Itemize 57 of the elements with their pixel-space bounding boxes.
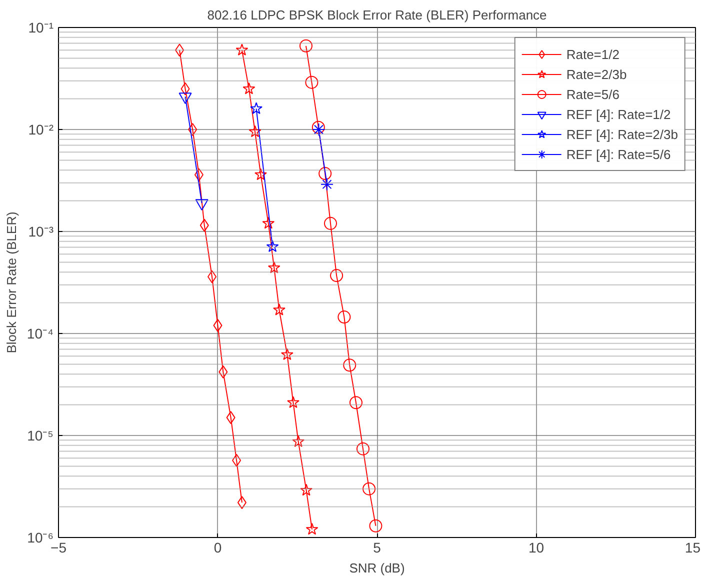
- y-tick-label: 10⁻²: [28, 122, 54, 138]
- legend-label: REF [4]: Rate=1/2: [566, 106, 671, 122]
- x-tick-label: 10: [528, 540, 544, 556]
- point: [306, 522, 318, 535]
- point: [349, 396, 362, 410]
- legend-label: Rate=5/6: [566, 86, 620, 102]
- point: [236, 44, 248, 56]
- x-tick-label: 5: [373, 540, 382, 556]
- point: [266, 240, 279, 252]
- point: [250, 102, 262, 114]
- legend-label: REF [4]: Rate=2/3b: [566, 126, 678, 142]
- y-axis-title: Block Error Rate (BLER): [4, 212, 19, 354]
- point: [268, 261, 280, 274]
- point: [180, 82, 190, 96]
- point: [237, 496, 246, 510]
- point: [305, 76, 318, 89]
- legend-label: Rate=2/3b: [566, 66, 627, 82]
- x-axis-title: SNR (dB): [349, 560, 405, 576]
- point: [175, 44, 184, 57]
- point: [287, 396, 300, 408]
- x-tick-label: 15: [684, 540, 701, 556]
- point: [280, 348, 294, 360]
- point: [300, 484, 312, 496]
- point: [194, 168, 204, 182]
- point: [330, 269, 344, 282]
- point: [356, 442, 370, 456]
- point: [273, 303, 286, 316]
- point: [262, 216, 275, 229]
- x-tick-label: 0: [214, 540, 222, 556]
- point: [362, 482, 376, 496]
- point: [188, 123, 198, 136]
- point: [299, 39, 312, 52]
- y-tick-label: 10⁻¹: [28, 20, 54, 36]
- y-tick-label: 10⁻⁴: [26, 326, 54, 342]
- legend-label: REF [4]: Rate=5/6: [566, 146, 671, 162]
- point: [208, 270, 217, 284]
- point: [200, 218, 209, 232]
- point: [324, 216, 337, 230]
- point: [318, 167, 332, 180]
- point: [343, 358, 356, 372]
- point: [320, 178, 334, 191]
- point: [213, 318, 222, 332]
- y-tick-label: 10⁻⁵: [27, 428, 54, 444]
- point: [292, 435, 305, 448]
- point: [338, 310, 351, 324]
- point: [369, 519, 382, 532]
- point: [312, 120, 325, 134]
- point: [254, 168, 267, 180]
- point: [218, 365, 228, 378]
- y-tick-label: 10⁻³: [28, 224, 54, 240]
- legend-label: Rate=1/2: [566, 46, 620, 62]
- point: [232, 454, 242, 467]
- point: [242, 82, 256, 94]
- point: [226, 411, 236, 424]
- point: [312, 123, 326, 136]
- chart-title: 802.16 LDPC BPSK Block Error Rate (BLER) Performance: [207, 8, 547, 22]
- point: [248, 125, 262, 138]
